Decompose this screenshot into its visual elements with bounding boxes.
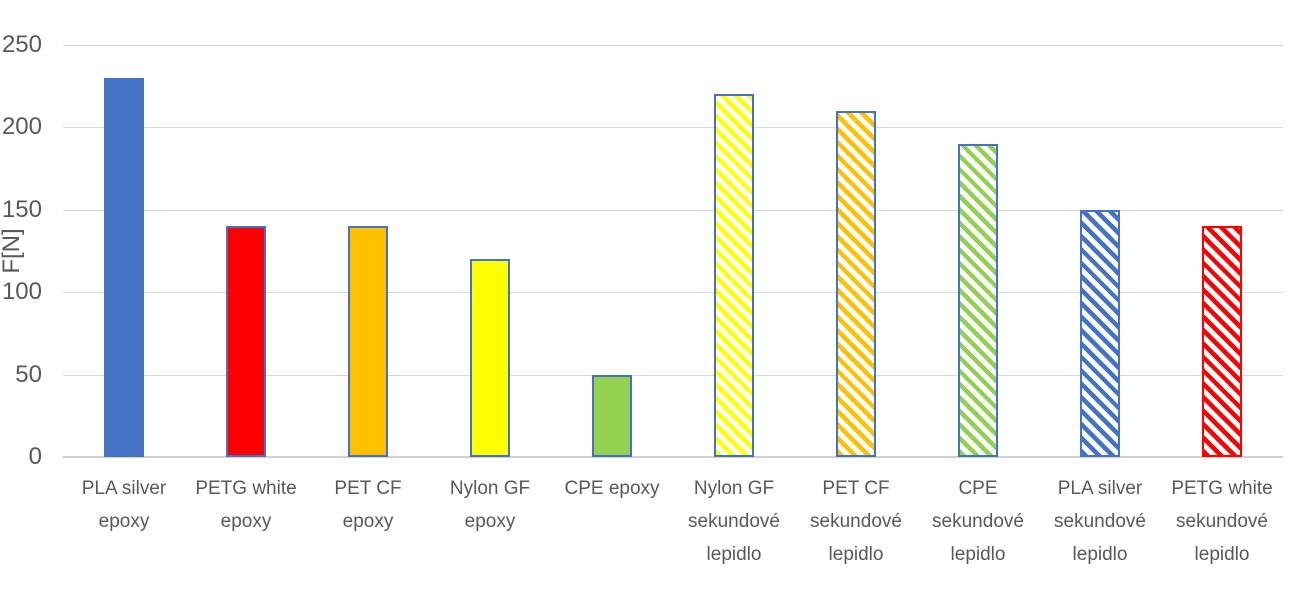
- x-category-label: PET CF sekundové lepidlo: [810, 478, 902, 565]
- gridline: [63, 209, 1283, 211]
- x-category-label: PLA silver sekundové lepidlo: [1054, 478, 1146, 565]
- bar-3: [348, 226, 388, 457]
- bar-6: [714, 94, 754, 457]
- bar-4: [470, 259, 510, 457]
- x-category-label: PET CF epoxy: [334, 478, 402, 532]
- y-tick-label: 250: [1, 31, 42, 58]
- bar-2: [226, 226, 266, 457]
- gridline: [63, 45, 1283, 46]
- bar-9: [1080, 210, 1120, 457]
- bar-8: [958, 144, 998, 457]
- x-category-label: PLA silver epoxy: [81, 478, 167, 532]
- y-tick-label: 0: [28, 443, 42, 470]
- x-category-label: Nylon GF epoxy: [449, 478, 531, 532]
- bar-10: [1202, 226, 1242, 457]
- gridline: [63, 127, 1283, 129]
- x-axis-line: [63, 456, 1283, 458]
- y-axis-title: F[N]: [0, 228, 25, 274]
- bar-1: [104, 78, 144, 457]
- bar-5: [592, 375, 632, 457]
- y-tick-label: 200: [1, 113, 42, 141]
- gridline: [63, 374, 1283, 376]
- x-category-label: CPE sekundové lepidlo: [932, 478, 1024, 565]
- bar-7: [836, 111, 876, 457]
- gridline: [63, 292, 1283, 294]
- y-tick-label: 50: [15, 360, 42, 388]
- x-category-label: CPE epoxy: [564, 478, 660, 499]
- y-tick-label: 150: [1, 195, 42, 223]
- x-category-label: PETG white sekundové lepidlo: [1171, 478, 1273, 565]
- x-category-label: Nylon GF sekundové lepidlo: [688, 478, 780, 565]
- y-tick-label: 100: [1, 278, 42, 306]
- x-category-label: PETG white epoxy: [195, 478, 297, 532]
